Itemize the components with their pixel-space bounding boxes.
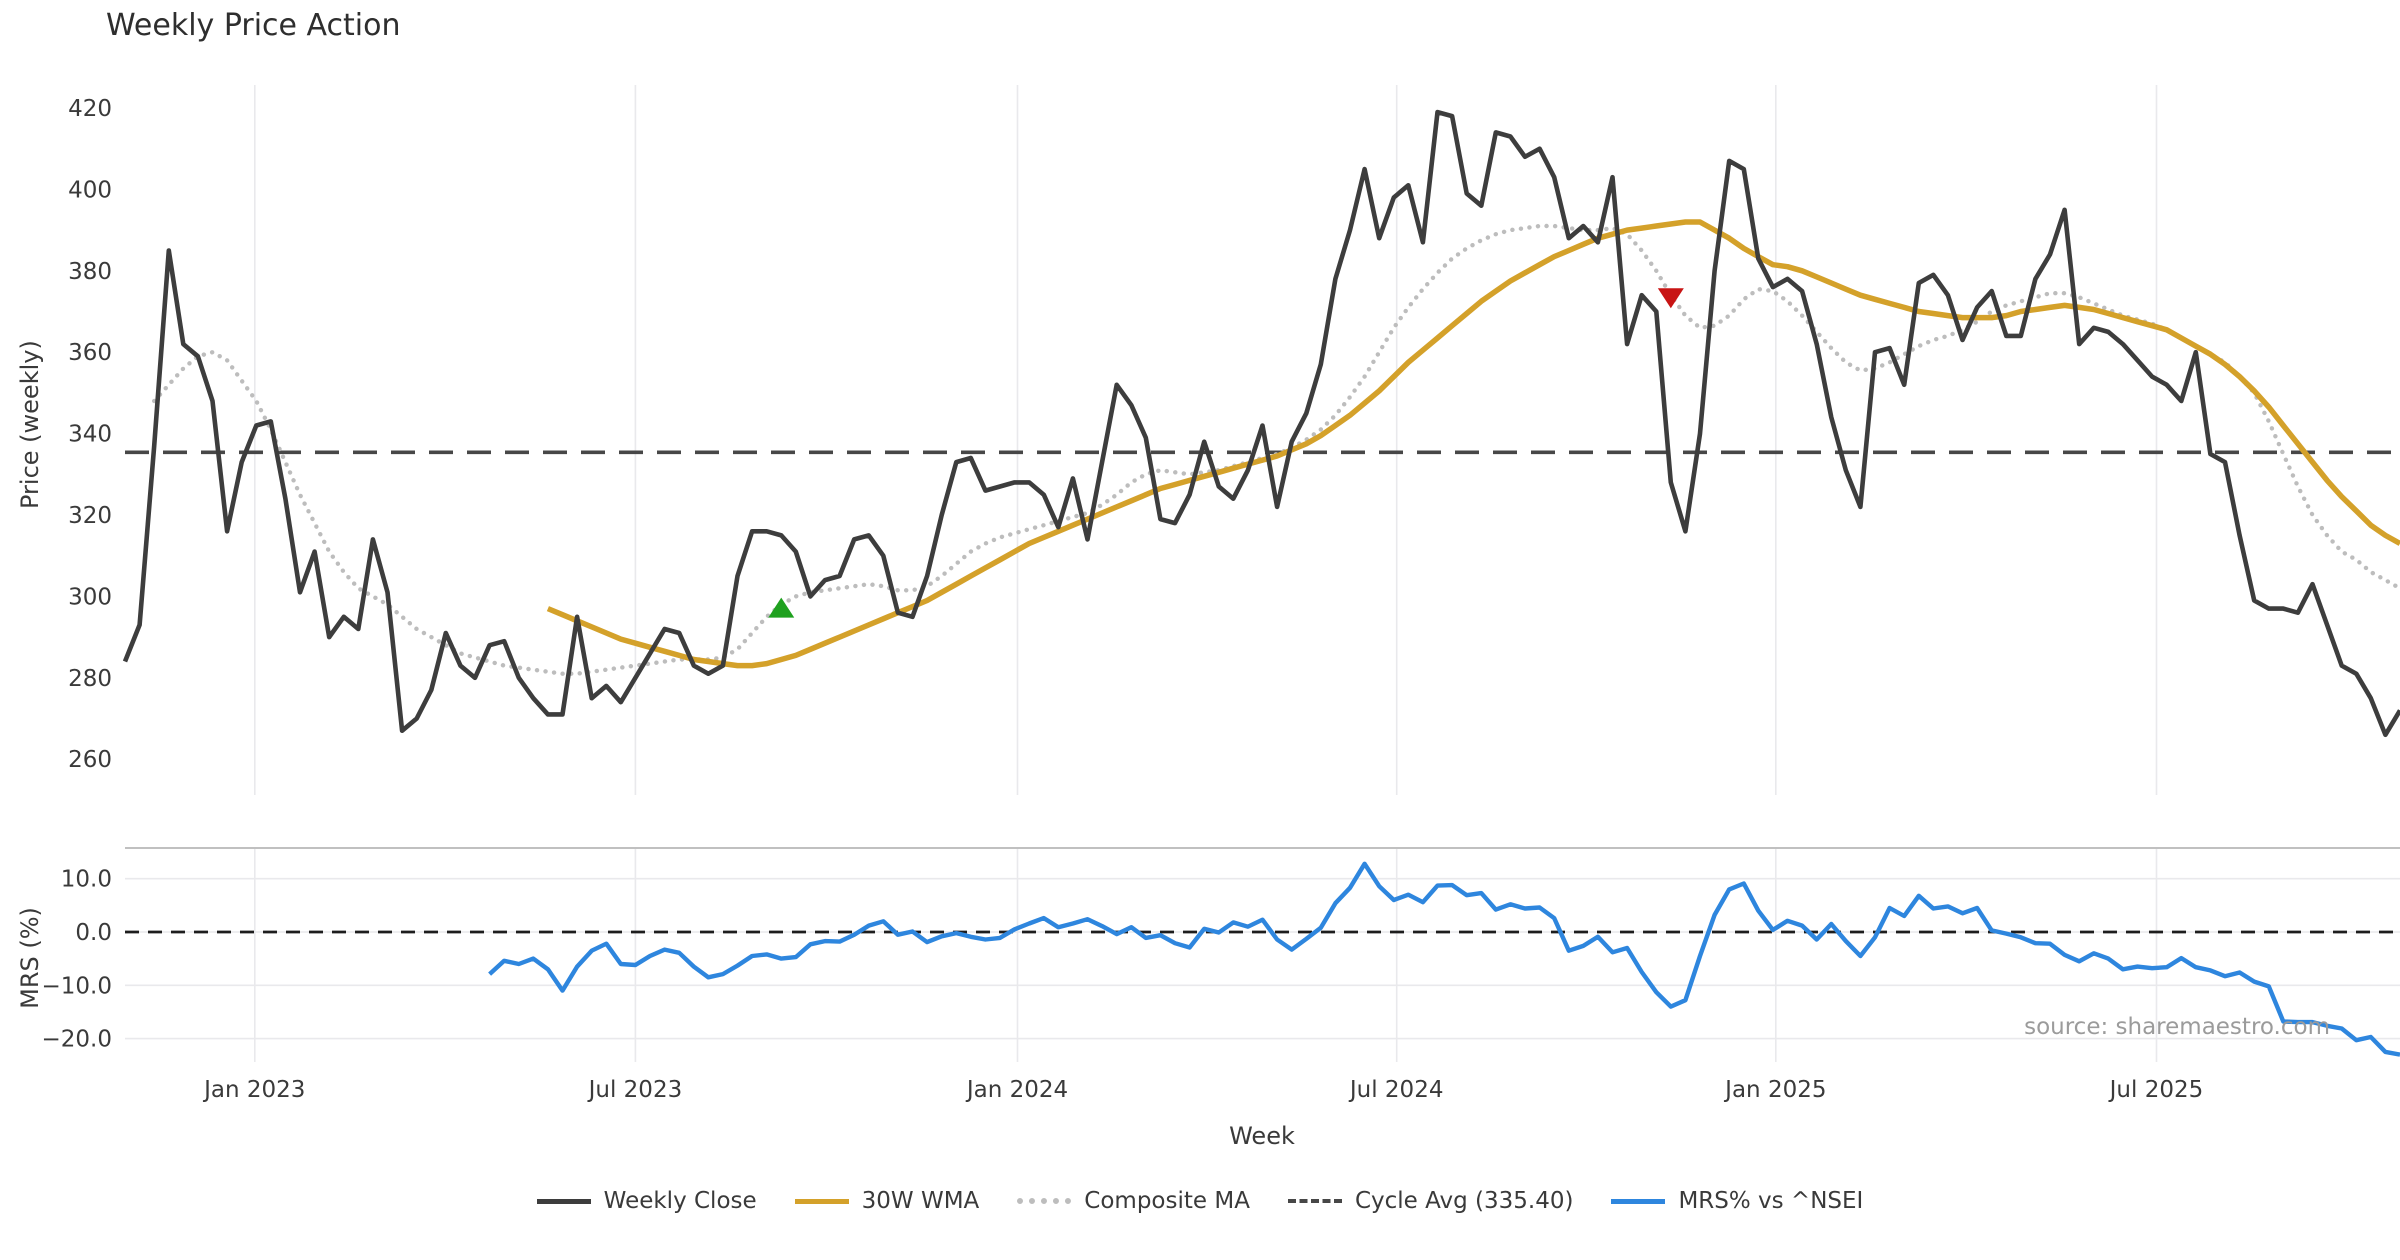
legend-swatch-solid [536, 1198, 591, 1204]
x-tick-label: Jul 2024 [1348, 1077, 1444, 1103]
mrs-tick-label: 10.0 [61, 867, 112, 893]
legend-item: Cycle Avg (335.40) [1287, 1188, 1574, 1214]
weekly-close-line [122, 109, 2400, 738]
price-tick-label: 280 [68, 666, 112, 692]
legend-label: Weekly Close [603, 1188, 757, 1214]
price-tick-label: 260 [68, 747, 112, 773]
x-axis-label: Week [1229, 1122, 1295, 1150]
chart-title: Weekly Price Action [106, 8, 401, 43]
price-tick-label: 300 [68, 584, 112, 610]
x-tick-label: Jan 2024 [965, 1077, 1068, 1103]
legend-label: Composite MA [1084, 1188, 1250, 1214]
mrs-axis-label: MRS (%) [16, 907, 44, 1009]
price-tick-label: 320 [68, 503, 112, 529]
mrs-tick-label: −10.0 [42, 973, 112, 999]
legend-swatch-dotted [1017, 1198, 1072, 1204]
legend-item: Weekly Close [536, 1188, 757, 1214]
legend: Weekly Close 30W WMA Composite MA Cycle Avg… [0, 1188, 2400, 1214]
legend-item: 30W WMA [794, 1188, 980, 1214]
x-tick-label: Jan 2025 [1723, 1077, 1826, 1103]
mrs-line [488, 861, 2400, 1057]
composite-ma-line [151, 223, 2400, 676]
sell-signal-marker [1657, 288, 1684, 309]
price-tick-label: 340 [68, 422, 112, 448]
x-tick-label: Jul 2023 [587, 1077, 683, 1103]
price-tick-label: 380 [68, 259, 112, 285]
legend-label: 30W WMA [861, 1188, 980, 1214]
price-tick-label: 420 [68, 96, 112, 122]
legend-item: Composite MA [1017, 1188, 1250, 1214]
legend-label: MRS% vs ^NSEI [1678, 1188, 1864, 1214]
x-tick-label: Jul 2025 [2108, 1077, 2204, 1103]
price-tick-label: 400 [68, 177, 112, 203]
legend-swatch-dashed [1287, 1199, 1342, 1203]
price-tick-label: 360 [68, 340, 112, 366]
source-note: source: sharemaestro.com [2024, 1014, 2330, 1040]
wma-line [546, 219, 2400, 669]
legend-label: Cycle Avg (335.40) [1354, 1188, 1574, 1214]
legend-item: MRS% vs ^NSEI [1611, 1188, 1863, 1214]
legend-swatch-solid [794, 1198, 849, 1204]
price-axis-label: Price (weekly) [16, 340, 44, 509]
mrs-tick-label: 0.0 [75, 920, 112, 946]
legend-swatch-solid [1611, 1198, 1666, 1204]
x-tick-label: Jan 2023 [202, 1077, 305, 1103]
mrs-tick-label: −20.0 [42, 1027, 112, 1053]
buy-signal-marker [768, 597, 795, 618]
